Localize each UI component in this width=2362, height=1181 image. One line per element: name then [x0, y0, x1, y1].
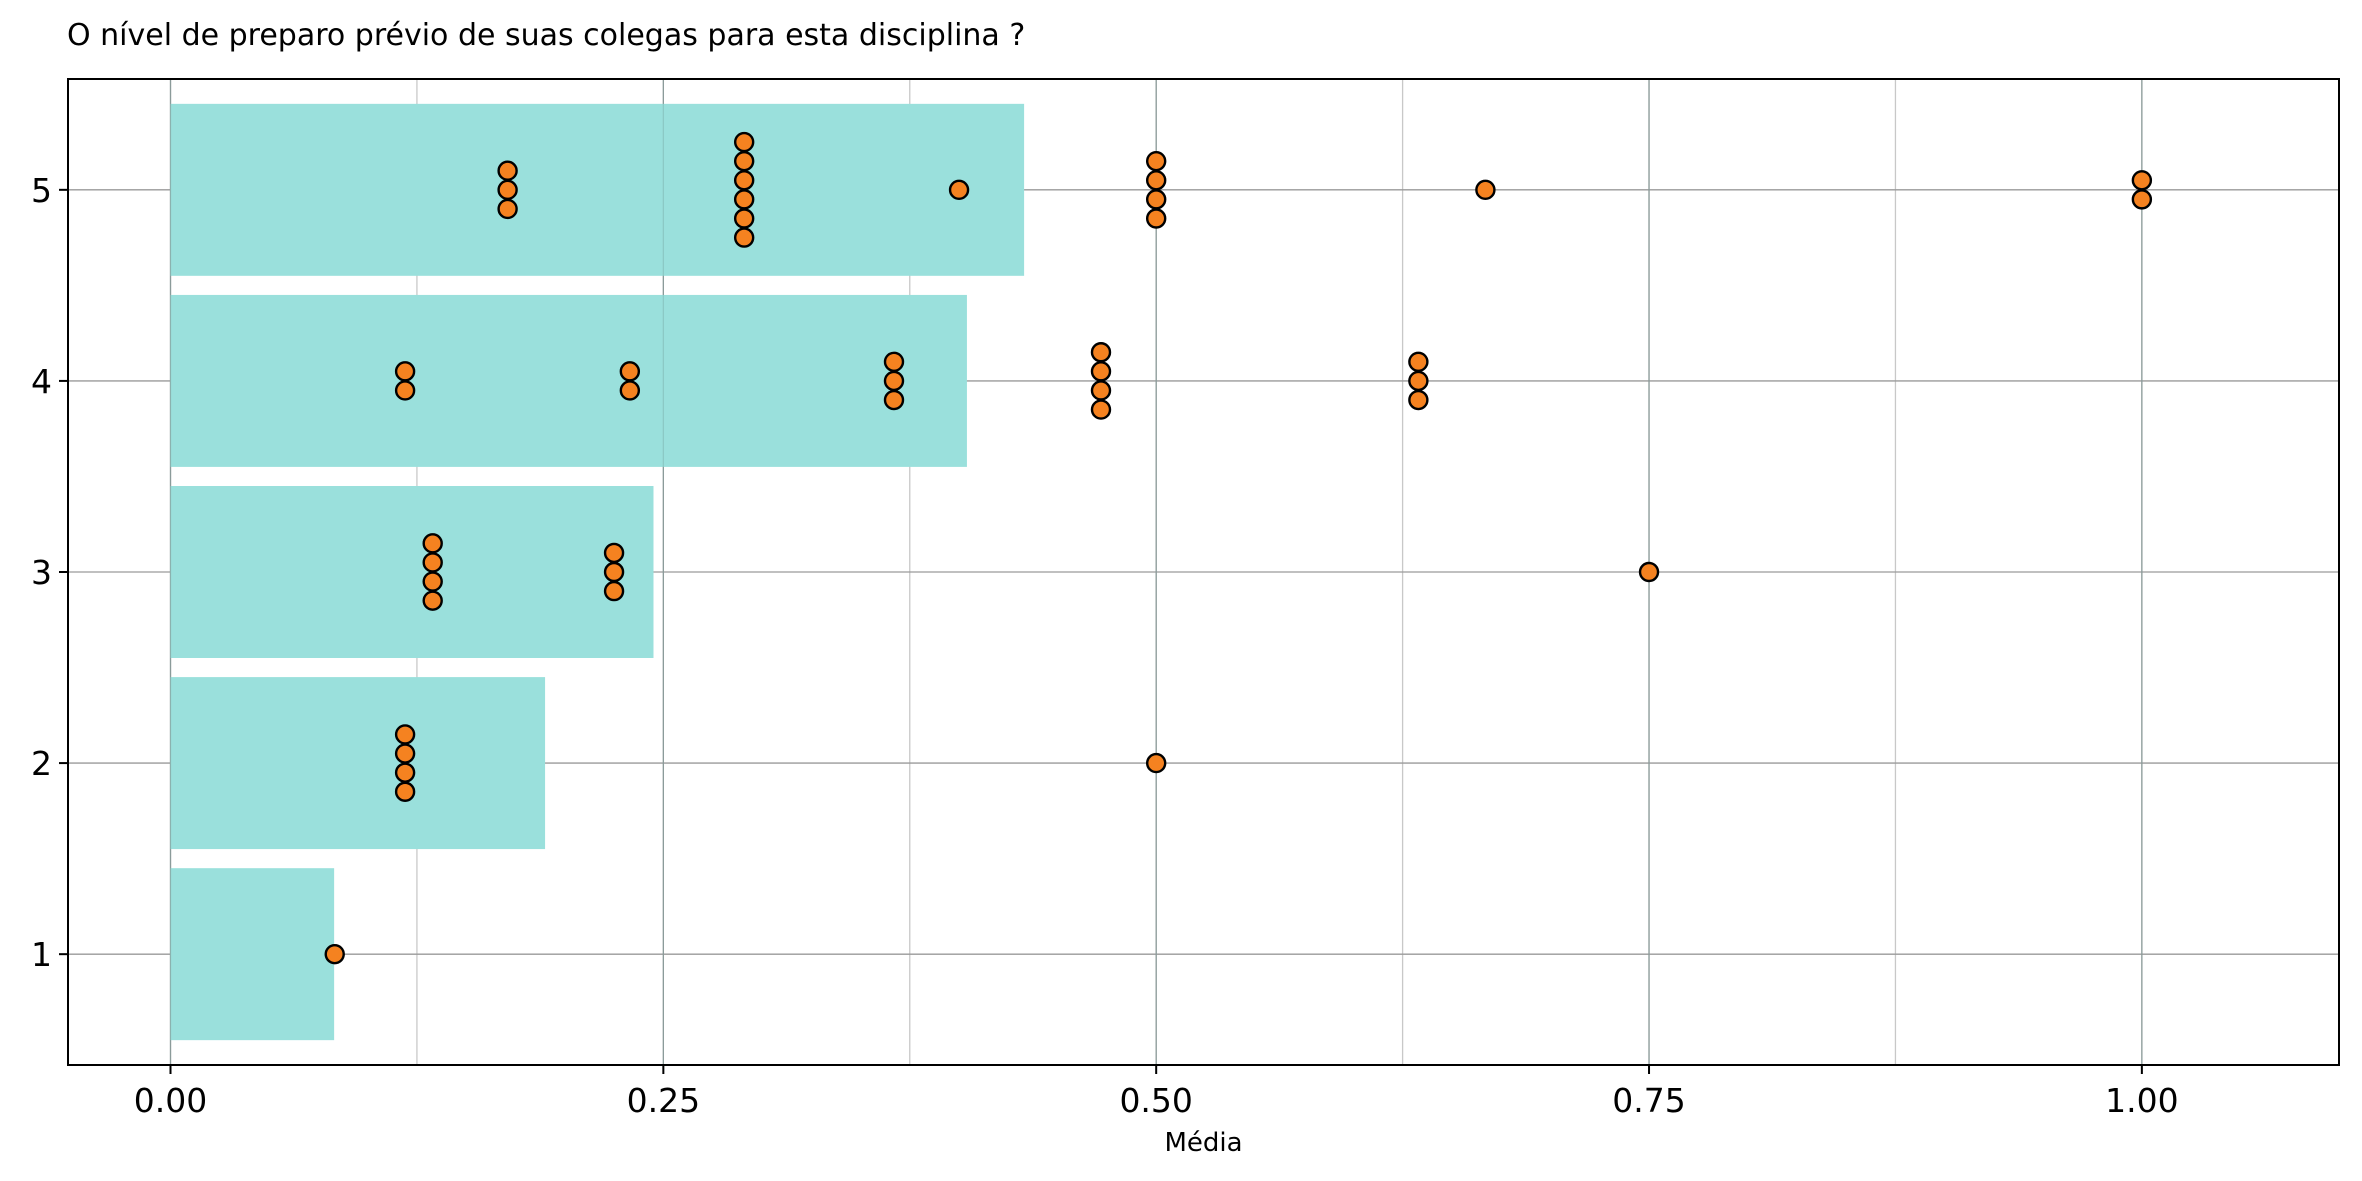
data-point [1408, 370, 1429, 392]
data-point [733, 208, 755, 229]
data-point [394, 743, 416, 764]
ticks-layer: 0.00 0.25 0.50 0.75 1.00 1 2 3 4 5 [31, 171, 2179, 1120]
points-layer [324, 131, 2153, 965]
y-tick-label: 2 [31, 744, 52, 783]
data-point [324, 943, 345, 965]
data-point [394, 762, 416, 783]
data-point [497, 198, 518, 220]
data-point [883, 370, 905, 392]
x-tick-label: 0.50 [1119, 1081, 1192, 1120]
bar-level-1 [170, 868, 335, 1041]
data-point [1090, 361, 1112, 382]
data-point [733, 227, 755, 248]
x-tick-label: 1.00 [2105, 1081, 2178, 1120]
data-point [619, 380, 641, 401]
bar-level-4 [170, 294, 967, 467]
data-point [603, 580, 625, 602]
data-point [2131, 170, 2153, 191]
data-point [1145, 170, 1167, 191]
data-point [497, 179, 518, 201]
y-tick-label: 5 [31, 171, 52, 210]
data-point [733, 131, 755, 153]
data-point [422, 590, 443, 611]
data-point [1090, 399, 1112, 420]
data-point [603, 542, 625, 564]
data-point [1638, 561, 1660, 583]
data-point [422, 552, 443, 573]
data-point [1145, 208, 1167, 229]
data-point [422, 571, 443, 592]
y-tick-label: 3 [31, 553, 52, 592]
x-tick-label: 0.75 [1612, 1081, 1685, 1120]
data-point [1145, 189, 1167, 210]
data-point [603, 561, 625, 583]
data-point [733, 189, 755, 210]
x-axis-label: Média [1164, 1128, 1242, 1158]
chart-title: O nível de preparo prévio de suas colega… [67, 18, 1026, 53]
bars-layer [169, 79, 2143, 1065]
data-point [422, 533, 443, 554]
y-tick-label: 4 [31, 362, 52, 401]
data-point [2131, 189, 2153, 210]
data-point [497, 160, 518, 181]
x-tick-label: 0.25 [627, 1081, 700, 1120]
data-point [394, 380, 416, 401]
data-point [948, 179, 970, 201]
data-point [1090, 342, 1112, 363]
data-point [394, 724, 416, 745]
y-tick-label: 1 [31, 935, 52, 974]
data-point [1475, 179, 1496, 201]
bar-level-5 [170, 103, 1025, 276]
data-point [394, 361, 416, 382]
bar-level-2 [170, 677, 546, 850]
x-tick-label: 0.00 [134, 1081, 207, 1120]
data-point [394, 781, 416, 802]
data-point [1145, 752, 1167, 774]
data-point [733, 170, 755, 191]
data-point [1408, 351, 1429, 373]
data-point [883, 389, 905, 411]
data-point [1145, 150, 1167, 172]
data-point [1408, 389, 1429, 411]
bar-level-3 [170, 486, 654, 658]
data-point [1090, 380, 1112, 401]
data-point [883, 351, 905, 373]
data-point [733, 150, 755, 172]
data-point [619, 361, 641, 382]
